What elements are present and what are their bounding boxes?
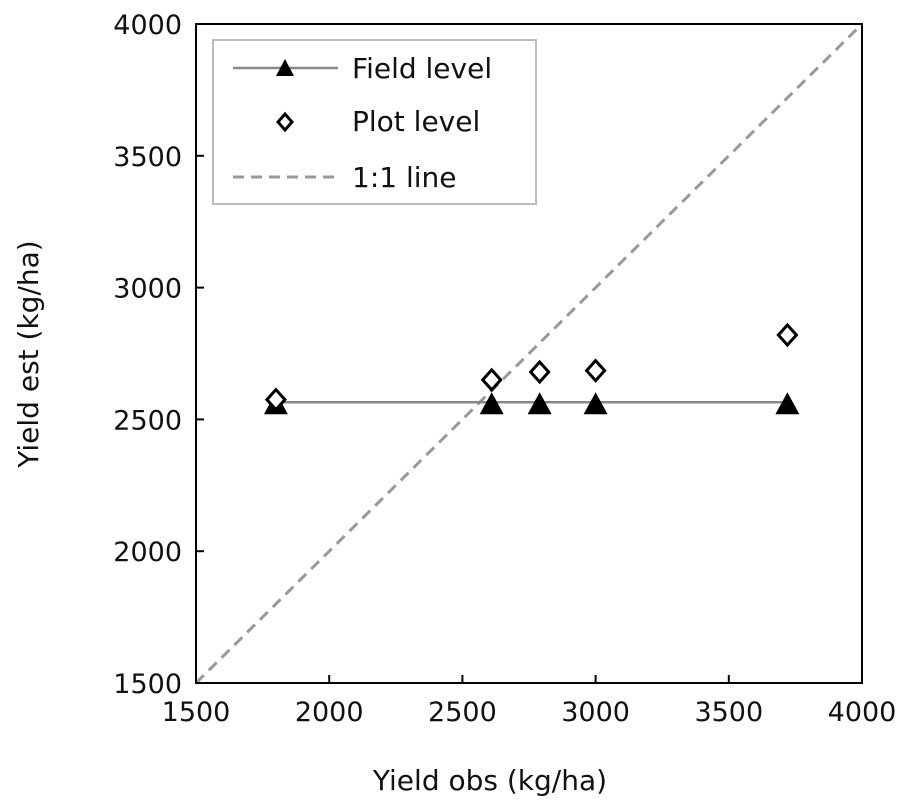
legend-one-to-one-label: 1:1 line: [352, 161, 457, 194]
y-tick-label: 2000: [113, 537, 182, 568]
plot-level-point: [480, 367, 503, 393]
y-tick-label: 2500: [113, 405, 182, 436]
one-to-one-line: [196, 24, 862, 683]
x-tick-label: 4000: [828, 697, 897, 728]
plot-level-point: [528, 359, 551, 385]
legend-field-level-marker: [276, 59, 294, 76]
plot-level-point: [776, 322, 799, 348]
x-tick-label: 1500: [162, 697, 231, 728]
legend-plot-level-marker: [276, 111, 294, 133]
y-tick-label: 4000: [113, 10, 182, 41]
y-axis-label: Yield est (kg/ha): [12, 240, 45, 468]
x-tick-label: 2000: [295, 697, 364, 728]
field-level-point: [583, 392, 608, 415]
plot-level-point: [584, 358, 607, 383]
legend: Field level Plot level 1:1 line: [212, 39, 537, 205]
field-level-point: [527, 392, 552, 415]
legend-field-level-label: Field level: [352, 52, 492, 85]
field-level-point: [775, 392, 800, 415]
plot-level-point: [264, 387, 287, 412]
x-tick-label: 3000: [561, 697, 630, 728]
legend-plot-level-label: Plot level: [352, 105, 480, 138]
y-tick-label: 3500: [113, 142, 182, 173]
plot-frame: [195, 23, 863, 684]
x-tick-label: 3500: [694, 697, 763, 728]
field-level-point: [479, 392, 504, 415]
x-axis-label: Yield obs (kg/ha): [372, 764, 607, 797]
y-tick-label: 1500: [113, 669, 182, 700]
x-tick-label: 2500: [428, 697, 497, 728]
y-tick-label: 3000: [113, 274, 182, 305]
